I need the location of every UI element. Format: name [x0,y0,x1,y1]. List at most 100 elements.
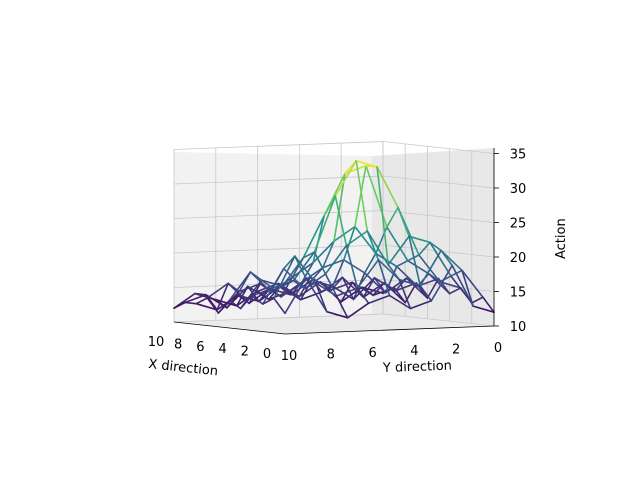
x-tick-label: 10 [148,335,165,350]
surface-segment [335,287,359,297]
surface-segment [293,255,317,284]
surface-segment [271,279,295,290]
surface-segment [299,291,323,301]
y-axis-line [284,325,495,335]
x-axis-label: X direction [148,357,219,379]
surface-segment [302,214,326,259]
surface-segment [418,254,441,283]
surface-segment [398,278,422,287]
surface-segment [376,166,399,209]
surface-segment [429,241,442,252]
z-tick-label: 15 [510,286,527,301]
z-tick-label: 25 [510,217,527,232]
surface-segment [216,282,229,311]
surface-segment [331,259,345,288]
surface-segment [388,294,412,310]
surface-segment [346,302,370,319]
surface-segment [377,258,391,297]
surface-segment [461,269,474,307]
surface-segment [217,299,231,314]
surface-segment [345,244,359,290]
surface-segment [363,252,377,274]
surface-segment [430,264,454,302]
surface-segment [355,160,369,232]
surface-segment [355,160,378,168]
x-tick-label: 2 [241,345,249,360]
z-tick-label: 10 [510,320,527,335]
surface-segment [195,302,218,311]
x-tick-label: 0 [263,347,271,362]
surface-segment [356,287,370,305]
surface-segment [247,285,260,303]
surface-segment [366,230,390,266]
surface-segment [352,276,376,301]
surface-segment [451,264,474,307]
surface-segment [354,225,377,255]
surface-segment [313,195,337,253]
surface-segment [206,297,220,314]
surface-segment [239,295,253,310]
surface-segment [195,297,209,305]
surface-segment [354,164,367,228]
surface-segment [322,240,335,269]
surface-segment [419,284,433,302]
surface-segment [395,265,419,288]
surface-segment [398,278,412,310]
surface-segment [261,297,275,305]
surface-segment [409,299,433,310]
surface-segment [408,235,422,287]
x-tick-labels: 10 8 6 4 2 0 [148,335,271,362]
surface-segment [314,282,328,313]
surface-segment [273,255,296,300]
surface-segment [324,273,338,297]
surface-segment [440,249,463,272]
y-tick-label: 10 [281,349,298,364]
surface-segment [184,293,207,304]
surface-segment [314,282,338,297]
surface-segment [280,276,294,298]
surface-segment [419,249,442,287]
surface-segment [363,272,387,294]
y-axis-label: Y direction [382,359,453,376]
surface-segment [406,259,430,275]
surface-segment [438,280,462,289]
y-tick-labels: 10 8 6 4 2 0 [281,341,502,364]
surface-segment [293,255,307,279]
surface-segment [341,276,365,299]
surface-segment [173,301,186,310]
surface-segment [334,160,358,197]
x-tick-label: 4 [218,342,226,357]
surface-segment [470,296,484,304]
z-tick-label: 35 [510,148,527,163]
surface-segment [250,295,264,305]
surface-segment [334,195,348,247]
surface-segment [440,249,454,267]
surface-segment [206,282,229,299]
surface-segment [261,267,285,305]
x-tick-label: 6 [196,340,204,355]
surface-segment [448,287,462,295]
surface-segment [387,235,410,266]
surface-segment [376,166,390,266]
y-tick-label: 2 [452,343,460,358]
surface-segment [260,279,274,290]
surface-segment [194,292,207,296]
z-tick-label: 30 [510,182,527,197]
surface-segment [324,244,348,275]
surface-segment [325,310,349,319]
surface-segment [333,172,346,242]
surface-segment [184,301,197,305]
surface-segment [397,206,410,238]
surface-segment [345,230,369,247]
surface-segment [482,296,495,314]
y-tick-label: 8 [327,347,335,362]
surface-segment [367,294,391,305]
surface-segment [429,241,452,277]
surface-segment [341,276,355,301]
surface-segment [238,282,262,293]
surface-segment [335,295,349,319]
z-tick-label: 20 [510,251,527,266]
x-tick-label: 8 [174,337,182,352]
surface-segment [284,277,307,315]
surface-segment [248,282,262,305]
